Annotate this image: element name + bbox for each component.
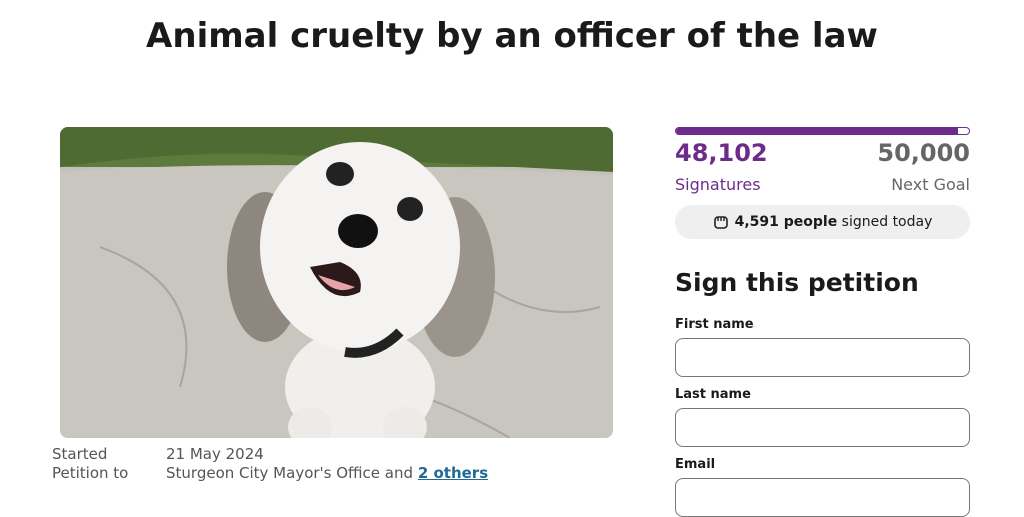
- goal-count: 50,000: [877, 139, 970, 167]
- signatures-label: Signatures: [675, 175, 761, 194]
- progress-track: [675, 127, 970, 135]
- petition-photo: [60, 127, 613, 438]
- last-name-input[interactable]: [675, 408, 970, 447]
- today-text: signed today: [841, 214, 933, 230]
- field-label: Email: [675, 457, 716, 472]
- today-pill: 4,591 people signed today: [675, 205, 970, 239]
- page: Animal cruelty by an officer of the law …: [52, 16, 970, 517]
- fist-icon: [713, 216, 728, 229]
- form-heading: Sign this petition: [675, 268, 919, 297]
- signature-count: 48,102: [675, 139, 768, 167]
- others-link[interactable]: 2 others: [417, 464, 489, 482]
- first-name-input[interactable]: [675, 338, 970, 377]
- petition-to: Sturgeon City Mayor's Office and 2 other…: [166, 464, 488, 482]
- petition-to-label: Petition to: [52, 464, 129, 482]
- started-label: Started: [52, 445, 108, 463]
- today-count: 4,591 people: [734, 214, 838, 230]
- petition-title: Animal cruelty by an officer of the law: [146, 16, 878, 56]
- field-label: First name: [675, 317, 754, 332]
- petition-to-text: Sturgeon City Mayor's Office and: [166, 464, 414, 482]
- field-label: Last name: [675, 387, 751, 402]
- progress-bar: [676, 128, 958, 134]
- email-input[interactable]: [675, 478, 970, 517]
- goal-label: Next Goal: [891, 175, 970, 194]
- started-date: 21 May 2024: [166, 445, 264, 463]
